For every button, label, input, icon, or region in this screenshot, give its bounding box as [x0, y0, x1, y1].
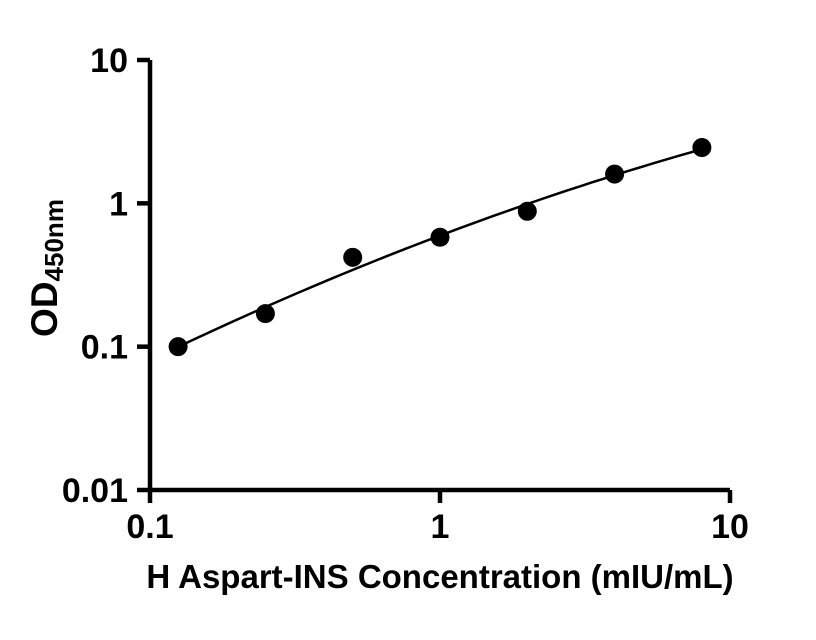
- y-axis-title-subscript: 450nm: [38, 199, 69, 282]
- y-tick-label: 0.1: [81, 329, 128, 367]
- x-axis-title: H Aspart-INS Concentration (mIU/mL): [146, 558, 734, 595]
- y-axis-title-main: OD: [24, 281, 66, 337]
- data-point-marker: [430, 227, 450, 247]
- data-point-marker: [255, 304, 275, 324]
- data-point-marker: [517, 201, 537, 221]
- data-point-marker: [692, 138, 712, 158]
- axes: [147, 60, 730, 493]
- x-tick-label: 0.1: [126, 508, 173, 546]
- y-axis-title: OD450nm: [24, 199, 70, 337]
- data-point-marker: [605, 164, 625, 184]
- x-tick-label: 10: [711, 508, 749, 546]
- data-point-marker: [343, 247, 363, 267]
- y-tick-label: 1: [109, 185, 128, 223]
- y-tick-label: 0.01: [62, 472, 128, 510]
- y-tick-label: 10: [90, 42, 128, 80]
- fit-curve-line: [172, 146, 709, 351]
- data-point-marker: [168, 337, 188, 357]
- x-tick-label: 1: [431, 508, 450, 546]
